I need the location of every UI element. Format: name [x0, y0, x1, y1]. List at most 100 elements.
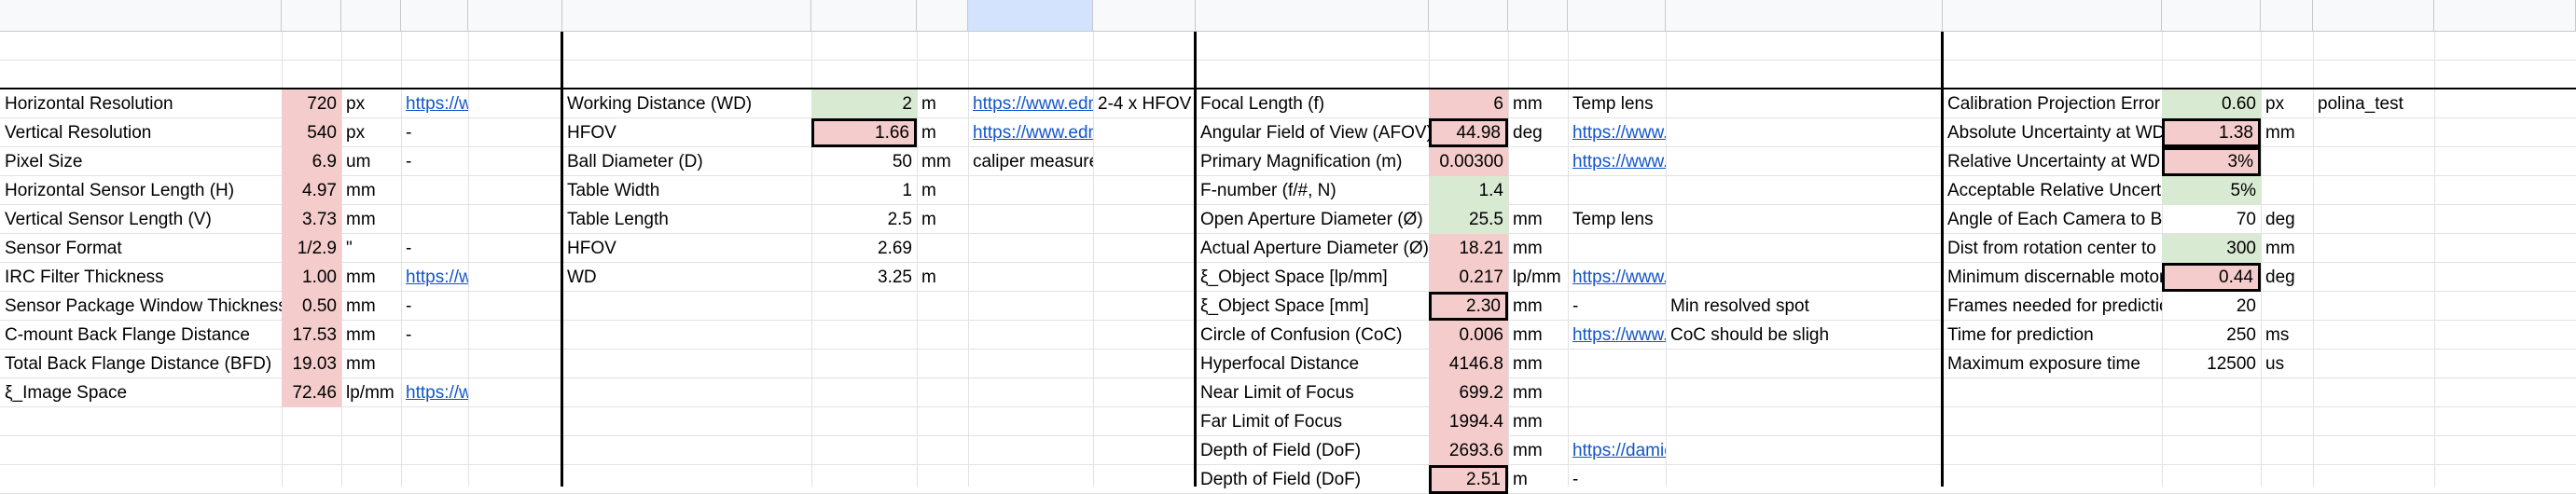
stereo-units-cell[interactable]: mm — [2265, 122, 2295, 143]
environmental-source-link[interactable]: https://www.edm — [973, 122, 1093, 143]
lens-source-cell[interactable] — [1568, 378, 1666, 407]
environmental-units-cell[interactable]: m — [921, 267, 936, 287]
lens-units-cell[interactable]: mm — [1513, 440, 1543, 460]
camera-units-cell[interactable]: um — [346, 151, 371, 172]
stereo-source-cell[interactable] — [2313, 350, 2434, 378]
stereo-source-cell[interactable]: polina_test — [2318, 93, 2403, 114]
camera-comments-cell[interactable] — [468, 205, 562, 234]
environmental-value-cell[interactable]: 3.25 — [878, 267, 912, 287]
camera-comments-cell[interactable] — [468, 176, 562, 205]
lens-source-link[interactable]: https://damie — [1572, 440, 1666, 460]
lens-value-cell[interactable]: 2.51 — [1429, 465, 1508, 494]
environmental-units-cell[interactable] — [917, 234, 968, 263]
camera-comments-cell[interactable] — [468, 147, 562, 176]
stereo-name-cell[interactable]: Relative Uncertainty at WD (% of D) — [1947, 151, 2162, 172]
stereo-name-cell[interactable]: Maximum exposure time — [1947, 353, 2140, 374]
stereo-name-cell[interactable]: Dist from rotation center to barrel tip … — [1947, 238, 2162, 258]
camera-value-cell[interactable]: 17.53 — [282, 321, 341, 350]
lens-name-cell[interactable]: Focal Length (f) — [1200, 93, 1325, 114]
stereo-units-cell[interactable]: mm — [2265, 238, 2295, 258]
lens-name-cell[interactable]: Depth of Field (DoF) — [1200, 440, 1362, 460]
lens-source-cell[interactable]: - — [1572, 469, 1579, 489]
camera-units-cell[interactable]: lp/mm — [346, 382, 395, 403]
camera-comments-cell[interactable] — [468, 378, 562, 407]
lens-source-link[interactable]: https://www.e — [1572, 324, 1666, 345]
stereo-value-cell[interactable]: 0.44 — [2162, 263, 2261, 292]
lens-name-cell[interactable]: ξ_Object Space [lp/mm] — [1200, 267, 1388, 287]
lens-name-cell[interactable]: ξ_Object Space [mm] — [1200, 295, 1369, 316]
lens-units-cell[interactable]: mm — [1513, 382, 1543, 403]
lens-comments-cell[interactable] — [1666, 378, 1943, 407]
stereo-comments-cell[interactable] — [2434, 118, 2576, 147]
stereo-value-cell[interactable]: 12500 — [2207, 353, 2256, 374]
camera-units-cell[interactable]: mm — [346, 295, 376, 316]
column-header-d[interactable] — [401, 0, 468, 32]
lens-units-cell[interactable] — [1508, 147, 1568, 176]
lens-value-cell[interactable]: 6 — [1429, 89, 1508, 118]
lens-value-cell[interactable]: 0.00300 — [1429, 147, 1508, 176]
stereo-value-cell[interactable]: 20 — [2236, 295, 2256, 316]
lens-comments-cell[interactable] — [1666, 436, 1943, 465]
stereo-name-cell[interactable]: Calibration Projection Error — [1947, 93, 2161, 114]
stereo-units-cell[interactable]: us — [2265, 353, 2285, 374]
lens-name-cell[interactable]: F-number (f/#, N) — [1200, 180, 1336, 200]
environmental-name-cell[interactable]: Table Length — [567, 209, 669, 229]
lens-source-link[interactable]: https://www.e — [1572, 267, 1666, 287]
lens-name-cell[interactable]: Angular Field of View (AFOV) — [1200, 122, 1429, 143]
stereo-value-cell[interactable]: 0.60 — [2162, 89, 2261, 118]
stereo-units-cell[interactable] — [2261, 176, 2313, 205]
lens-units-cell[interactable] — [1508, 176, 1568, 205]
stereo-units-cell[interactable]: ms — [2265, 324, 2290, 345]
environmental-value-cell[interactable]: 2.5 — [887, 209, 912, 229]
environmental-units-cell[interactable]: m — [921, 122, 936, 143]
environmental-name-cell[interactable]: WD — [567, 267, 597, 287]
lens-source-cell[interactable] — [1568, 350, 1666, 378]
stereo-comments-cell[interactable] — [2434, 176, 2576, 205]
stereo-units-cell[interactable] — [2261, 292, 2313, 321]
environmental-source-cell[interactable]: caliper measurement — [973, 151, 1093, 172]
lens-units-cell[interactable]: deg — [1513, 122, 1543, 143]
environmental-comments-cell[interactable] — [1093, 234, 1196, 263]
lens-name-cell[interactable]: Circle of Confusion (CoC) — [1200, 324, 1403, 345]
camera-comments-cell[interactable] — [468, 292, 562, 321]
camera-value-cell[interactable]: 540 — [282, 118, 341, 147]
column-header-m[interactable] — [1508, 0, 1568, 32]
stereo-value-cell[interactable]: 3% — [2162, 147, 2261, 176]
lens-name-cell[interactable]: Hyperfocal Distance — [1200, 353, 1360, 374]
column-header-h[interactable] — [917, 0, 968, 32]
camera-source-cell[interactable] — [401, 205, 468, 234]
camera-name-cell[interactable]: Sensor Package Window Thickness — [5, 295, 282, 316]
lens-name-cell[interactable]: Primary Magnification (m) — [1200, 151, 1403, 172]
stereo-value-cell[interactable]: 5% — [2162, 176, 2261, 205]
environmental-name-cell[interactable]: Working Distance (WD) — [567, 93, 753, 114]
lens-units-cell[interactable]: m — [1513, 469, 1528, 489]
column-header-e[interactable] — [468, 0, 562, 32]
lens-value-cell[interactable]: 0.006 — [1429, 321, 1508, 350]
stereo-source-cell[interactable] — [2313, 234, 2434, 263]
stereo-units-cell[interactable] — [2261, 147, 2313, 176]
column-header-p[interactable] — [1943, 0, 2162, 32]
stereo-value-cell[interactable]: 1.38 — [2162, 118, 2261, 147]
stereo-comments-cell[interactable] — [2434, 234, 2576, 263]
column-header-n[interactable] — [1568, 0, 1666, 32]
lens-source-link[interactable]: https://www.e — [1572, 122, 1666, 143]
camera-units-cell[interactable]: mm — [346, 180, 376, 200]
camera-name-cell[interactable]: IRC Filter Thickness — [5, 267, 164, 287]
lens-name-cell[interactable]: Far Limit of Focus — [1200, 411, 1343, 432]
lens-source-cell[interactable]: - — [1572, 295, 1579, 316]
stereo-source-cell[interactable] — [2313, 321, 2434, 350]
stereo-source-cell[interactable] — [2313, 147, 2434, 176]
environmental-comments-cell[interactable] — [1093, 263, 1196, 292]
lens-value-cell[interactable]: 44.98 — [1429, 118, 1508, 147]
camera-source-link[interactable]: https://w — [406, 267, 468, 287]
lens-comments-cell[interactable] — [1666, 205, 1943, 234]
environmental-value-cell[interactable]: 1 — [902, 180, 912, 200]
lens-units-cell[interactable]: lp/mm — [1513, 267, 1561, 287]
stereo-source-cell[interactable] — [2313, 292, 2434, 321]
column-header-i[interactable] — [968, 0, 1093, 32]
column-header-f[interactable] — [562, 0, 811, 32]
camera-comments-cell[interactable] — [468, 350, 562, 378]
environmental-comments-cell[interactable] — [1093, 147, 1196, 176]
camera-name-cell[interactable]: Vertical Resolution — [5, 122, 152, 143]
lens-value-cell[interactable]: 4146.8 — [1429, 350, 1508, 378]
